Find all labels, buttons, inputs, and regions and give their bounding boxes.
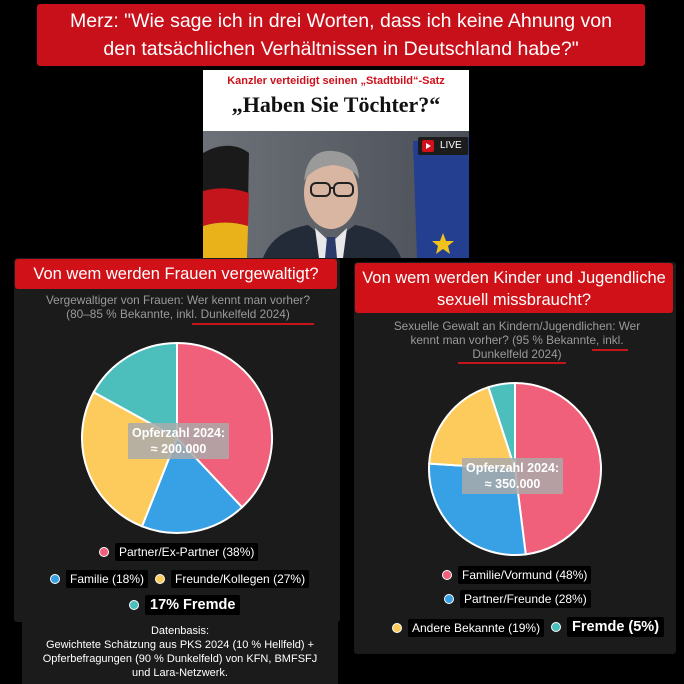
right-legend-item-3: Fremde (5%) <box>551 617 665 637</box>
legend-swatch <box>392 623 402 633</box>
left-pie-slice-familie <box>140 436 244 534</box>
left-center-label-line-2: ≈ 200.000 <box>150 442 207 456</box>
live-badge[interactable]: LIVE <box>418 137 468 155</box>
right-legend-label-1: Partner/Freunde (28%) <box>460 590 591 608</box>
left-center-label-line-1: Opferzahl 2024: <box>132 426 226 440</box>
right-subtitle-line-1: Sexuelle Gewalt an Kindern/Jugendlichen:… <box>393 319 641 333</box>
headline-line-1: Merz: "Wie sage ich in drei Worten, dass… <box>69 10 612 32</box>
left-pie-slice-fremde <box>92 341 178 440</box>
right-legend-label-0: Familie/Vormund (48%) <box>458 566 592 584</box>
footer-line-4: und Lara-Netzwerk. <box>132 667 228 679</box>
right-center-label-line-1: Opferzahl 2024: <box>466 461 560 475</box>
legend-swatch <box>99 547 109 557</box>
play-icon <box>422 140 434 152</box>
left-subtitle-line-1: Vergewaltiger von Frauen: Wer kennt man … <box>45 293 311 307</box>
right-legend-item-1: Partner/Freunde (28%) <box>444 590 591 608</box>
right-pie-slice-andere-bekannte <box>428 385 517 471</box>
footer-line-2: Gewichtete Schätzung aus PKS 2024 (10 % … <box>45 639 315 651</box>
left-legend-label-3: 17% Fremde <box>145 595 241 615</box>
left-legend-item-1: Familie (18%) <box>50 570 149 588</box>
left-legend-item-2: Freunde/Kollegen (27%) <box>155 570 310 588</box>
left-center-label: Opferzahl 2024: ≈ 200.000 <box>128 423 230 459</box>
right-underline-1 <box>592 349 628 351</box>
left-legend-item-0: Partner/Ex-Partner (38%) <box>99 543 259 561</box>
right-legend-label-3: Fremde (5%) <box>567 617 665 637</box>
news-title: „Haben Sie Töchter?“ <box>231 92 441 117</box>
headline-banner: Merz: "Wie sage ich in drei Worten, dass… <box>37 4 645 66</box>
legend-swatch <box>155 574 165 584</box>
legend-swatch <box>129 600 139 610</box>
data-source-footer: Datenbasis: Gewichtete Schätzung aus PKS… <box>22 622 338 684</box>
right-legend-item-2: Andere Bekannte (19%) <box>392 619 545 637</box>
legend-swatch <box>444 594 454 604</box>
live-label: LIVE <box>440 140 462 151</box>
right-center-label-line-2: ≈ 350.000 <box>484 477 541 491</box>
right-subtitle-line-3: Dunkelfeld 2024) <box>472 347 562 361</box>
left-underline <box>192 323 314 325</box>
right-title-line-2: sexuell missbraucht? <box>436 291 592 309</box>
right-panel-subtitle: Sexuelle Gewalt an Kindern/Jugendlichen:… <box>370 319 664 361</box>
left-legend-label-1: Familie (18%) <box>66 570 149 588</box>
news-kicker: Kanzler verteidigt seinen „Stadtbild“-Sa… <box>227 75 445 87</box>
left-panel-subtitle: Vergewaltiger von Frauen: Wer kennt man … <box>20 293 336 321</box>
left-panel-title: Von wem werden Frauen vergewaltigt? <box>15 259 337 289</box>
right-subtitle-line-2: kennt man vorher? (95 % Bekannte, inkl. <box>410 333 624 347</box>
right-panel-title: Von wem werden Kinder und Jugendliche se… <box>355 263 673 313</box>
legend-swatch <box>442 570 452 580</box>
legend-swatch <box>551 622 561 632</box>
left-subtitle-line-2: (80–85 % Bekannte, inkl. Dunkelfeld 2024… <box>66 307 290 321</box>
legend-swatch <box>50 574 60 584</box>
right-center-label: Opferzahl 2024: ≈ 350.000 <box>462 458 564 494</box>
right-title-line-1: Von wem werden Kinder und Jugendliche <box>362 269 666 287</box>
left-legend-label-0: Partner/Ex-Partner (38%) <box>115 543 259 561</box>
left-legend-label-2: Freunde/Kollegen (27%) <box>171 570 310 588</box>
left-legend-item-3: 17% Fremde <box>129 595 241 615</box>
footer-line-3: Opferbefragungen (90 % Dunkelfeld) von K… <box>42 653 318 665</box>
right-legend-item-0: Familie/Vormund (48%) <box>442 566 592 584</box>
right-legend-label-2: Andere Bekannte (19%) <box>408 619 545 637</box>
news-screenshot: Kanzler verteidigt seinen „Stadtbild“-Sa… <box>203 70 469 258</box>
right-pie-slice-fremde <box>487 381 516 470</box>
footer-line-1: Datenbasis: <box>150 625 210 637</box>
right-underline-2 <box>458 362 566 364</box>
headline-line-2: den tatsächlichen Verhältnissen in Deuts… <box>103 38 579 60</box>
